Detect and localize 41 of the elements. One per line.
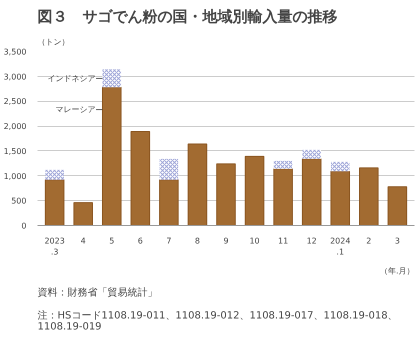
- x-tick-label: 7: [166, 236, 172, 246]
- text: 資料：財務省「貿易統計」: [38, 286, 158, 298]
- series-label: インドネシア: [47, 74, 96, 83]
- x-tick-label: 6: [138, 236, 143, 246]
- bar: [102, 86, 122, 226]
- x-tick-label: 11: [278, 236, 288, 246]
- bar: [302, 158, 322, 226]
- bar: [244, 156, 264, 226]
- text: 注：HSコード1108.19-011、1108.19-012、1108.19-017、1108.19-018、 1108.19-019: [38, 310, 398, 332]
- bar: [388, 186, 408, 226]
- x-axis-title: （年.月）: [380, 266, 415, 276]
- y-tick-label: 3,500: [4, 48, 27, 56]
- y-tick-label: 0: [21, 222, 27, 230]
- bar: [188, 143, 208, 226]
- bar: [130, 131, 150, 226]
- x-tick-label: 9: [223, 236, 229, 246]
- x-tick-label: 10: [249, 236, 260, 246]
- x-tick-label: 8: [194, 236, 200, 246]
- series-label: マレーシア: [55, 105, 96, 114]
- x-tick-label: 2: [366, 236, 372, 246]
- x-tick-label: 12: [306, 236, 317, 246]
- x-tick-label: 2024 .1: [330, 236, 350, 256]
- y-tick-label: 3,000: [4, 72, 27, 82]
- y-axis-title: （トン）: [38, 38, 70, 46]
- y-tick-label: 500: [11, 196, 27, 206]
- bar: [359, 167, 379, 226]
- y-tick-label: 1,000: [4, 172, 27, 181]
- x-tick-label: 2023 .3: [44, 236, 65, 256]
- x-tick-label: 5: [109, 236, 114, 246]
- x-tick-label: 3: [394, 236, 400, 246]
- x-tick-label: 4: [80, 236, 86, 246]
- bar: [273, 168, 293, 226]
- bar: [73, 202, 93, 226]
- chart-title: 図３ サゴでん粉の国・地域別輸入量の推移: [38, 8, 338, 26]
- bar: [330, 170, 350, 226]
- y-tick-label: 2,000: [4, 122, 27, 132]
- bar: [44, 179, 64, 226]
- bar: [159, 179, 179, 226]
- y-tick-label: 2,500: [4, 97, 27, 106]
- y-tick-label: 1,500: [4, 146, 27, 156]
- bar: [216, 163, 236, 226]
